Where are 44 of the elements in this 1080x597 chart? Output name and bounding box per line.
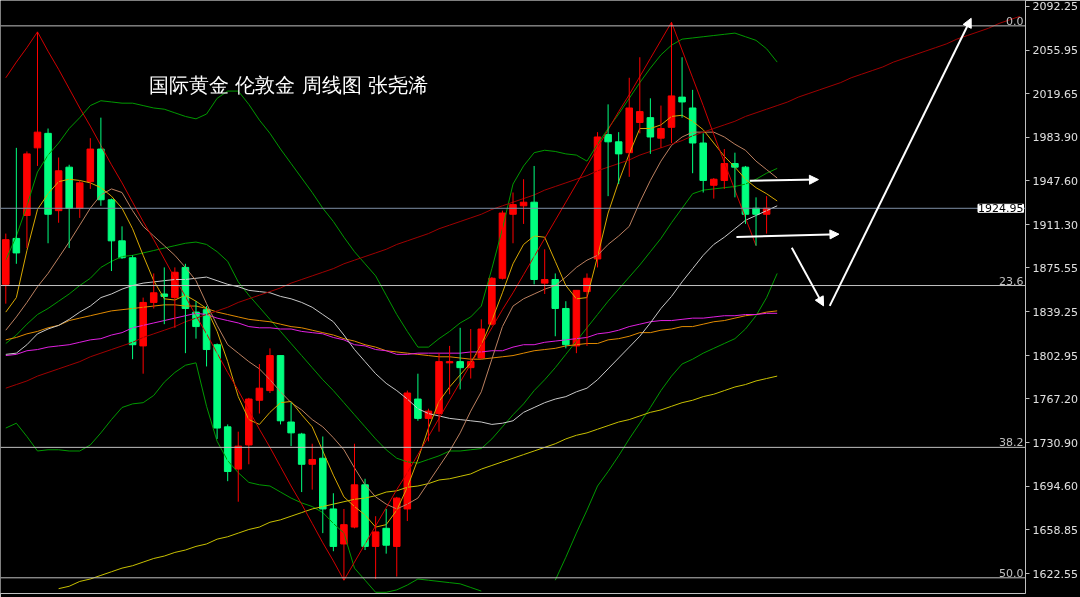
candlestick [614,131,623,185]
y-tick-label: 2019.65 [1032,87,1078,101]
line-series [5,21,757,581]
y-tick-label: 1730.90 [1032,436,1078,450]
candlestick [149,272,158,309]
candlestick [540,248,549,295]
line-series [5,32,778,348]
y-tick-label: 1767.20 [1032,392,1078,406]
y-tick-label: 1911.30 [1032,218,1078,232]
candlestick [371,515,380,580]
candlestick [710,177,718,200]
candlestick [2,233,10,305]
text: 国际黄金 伦敦金 周线图 张尧浠 [149,72,429,97]
candlestick [75,179,84,219]
y-tick-label: 2055.95 [1032,44,1078,58]
annotation: 38.2 [999,436,1024,450]
candlestick [308,443,316,491]
y-tick-label: 1658.85 [1032,523,1078,537]
y-tick-label: 1839.25 [1032,305,1078,319]
candlestick [456,327,464,390]
candlestick [382,508,390,555]
candlestick [625,77,634,178]
y-tick-label: 1947.60 [1032,174,1078,188]
y-tick-label: 1622.55 [1032,567,1078,581]
candlestick [255,363,264,415]
ref-line-label: 1924.95 [978,202,1024,216]
y-tick-label: 1694.60 [1032,480,1078,494]
y-tick-label: 2092.25 [1032,0,1078,14]
annotation: 0.0 [1006,14,1024,28]
line-series [58,375,778,590]
line-series [5,167,778,464]
annotation: 50.0 [999,566,1024,580]
candlestick [86,137,95,190]
candlestick [636,56,644,134]
y-tick-label: 1875.55 [1032,261,1078,275]
line-series [5,15,1021,389]
line-series [5,312,778,357]
y-tick-label: 1802.95 [1032,349,1078,363]
y-tick-label: 1983.90 [1032,131,1078,145]
candlestick [297,432,306,493]
candlestick [699,132,707,194]
candlestick [646,97,655,155]
annotation: 23.6 [999,274,1024,288]
candlestick [329,492,338,552]
